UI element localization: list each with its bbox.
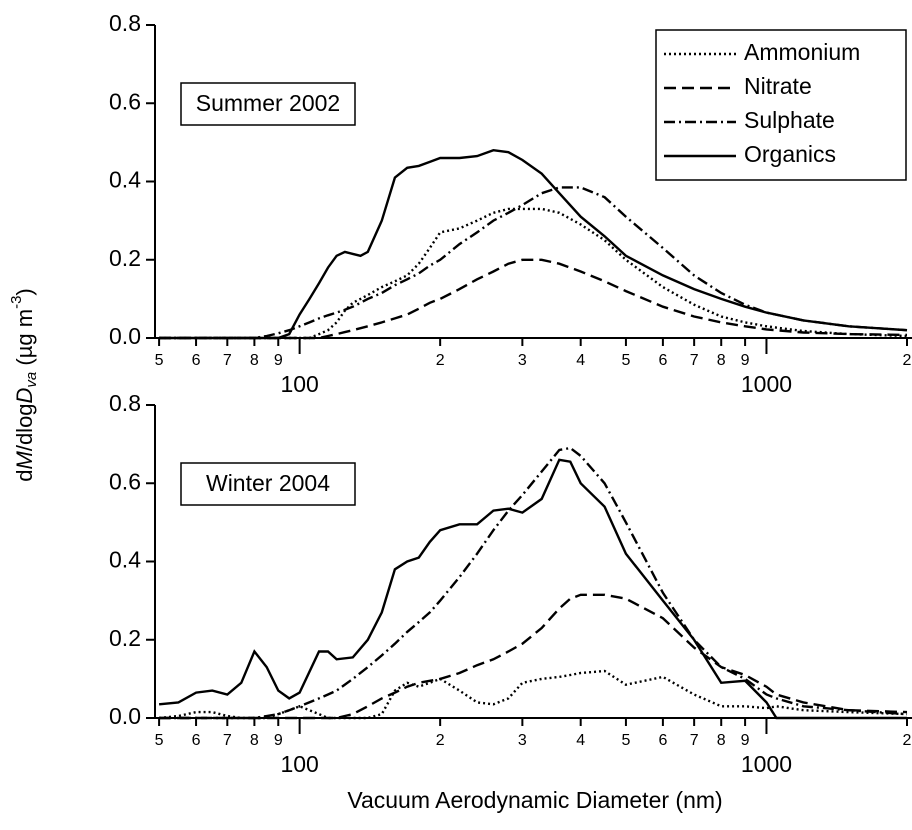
series-line <box>159 258 908 340</box>
x-tick-label: 7 <box>223 352 232 369</box>
y-tick-label: 0.8 <box>109 10 141 36</box>
y-tick-label: 0.0 <box>109 323 141 349</box>
series-line <box>159 593 908 720</box>
x-tick-label: 7 <box>223 732 232 749</box>
y-label-part: D <box>12 387 37 403</box>
x-tick-label: 9 <box>274 352 283 369</box>
x-tick-label: 3 <box>518 352 527 369</box>
y-tick-label: 0.2 <box>109 625 141 651</box>
y-label-part: ) <box>12 288 37 295</box>
series-line <box>159 186 908 340</box>
x-tick-label: 4 <box>576 732 585 749</box>
y-label-part: M <box>12 451 37 470</box>
annotation-box <box>180 462 356 506</box>
y-tick-label: 0.6 <box>109 468 141 494</box>
y-label-part: d <box>12 470 37 482</box>
x-tick-label: 3 <box>518 732 527 749</box>
x-tick-label: 5 <box>621 352 630 369</box>
y-tick-label: 0.2 <box>109 245 141 271</box>
y-tick-label: 0.4 <box>109 547 141 573</box>
y-label-part: -3 <box>8 296 25 309</box>
x-axis-label: Vacuum Aerodynamic Diameter (nm) <box>347 787 722 813</box>
x-tick-label: 6 <box>658 352 667 369</box>
y-tick-label: 0.8 <box>109 390 141 416</box>
x-tick-label: 100 <box>280 751 318 777</box>
x-tick-label: 8 <box>250 732 259 749</box>
annotation-box <box>180 82 356 126</box>
legend-label: Sulphate <box>744 107 835 133</box>
x-tick-label: 9 <box>741 732 750 749</box>
y-tick-label: 0.6 <box>109 88 141 114</box>
x-tick-label: 7 <box>690 352 699 369</box>
x-tick-label: 100 <box>280 371 318 397</box>
x-tick-label: 2 <box>903 352 912 369</box>
x-tick-label: 2 <box>436 352 445 369</box>
x-tick-label: 8 <box>250 352 259 369</box>
x-tick-label: 9 <box>274 732 283 749</box>
series-line <box>158 458 907 720</box>
x-tick-label: 6 <box>658 732 667 749</box>
y-tick-label: 0.4 <box>109 167 141 193</box>
legend-label: Ammonium <box>744 39 860 65</box>
x-tick-label: 1000 <box>741 751 792 777</box>
y-tick-label: 0.0 <box>109 703 141 729</box>
x-tick-label: 2 <box>903 732 912 749</box>
y-axis-label: dM/dlogDva (µg m-3) <box>8 288 40 482</box>
x-tick-label: 6 <box>192 732 201 749</box>
x-tick-label: 5 <box>155 352 164 369</box>
y-label-part: /dlog <box>12 403 37 451</box>
x-tick-label: 8 <box>717 352 726 369</box>
x-tick-label: 6 <box>192 352 201 369</box>
x-tick-label: 5 <box>155 732 164 749</box>
y-label-part: va <box>23 372 40 388</box>
x-tick-label: 9 <box>741 352 750 369</box>
x-tick-label: 5 <box>621 732 630 749</box>
y-label-part: (µg m <box>12 309 37 372</box>
legend-label: Organics <box>744 141 836 167</box>
x-tick-label: 1000 <box>741 371 792 397</box>
series-line <box>159 446 908 720</box>
x-tick-label: 4 <box>576 352 585 369</box>
x-tick-label: 2 <box>436 732 445 749</box>
series-line <box>159 148 908 340</box>
x-tick-label: 7 <box>690 732 699 749</box>
annotation: Summer 2002 <box>196 90 340 116</box>
legend-label: Nitrate <box>744 73 812 99</box>
annotation: Winter 2004 <box>206 470 330 496</box>
x-tick-label: 8 <box>717 732 726 749</box>
